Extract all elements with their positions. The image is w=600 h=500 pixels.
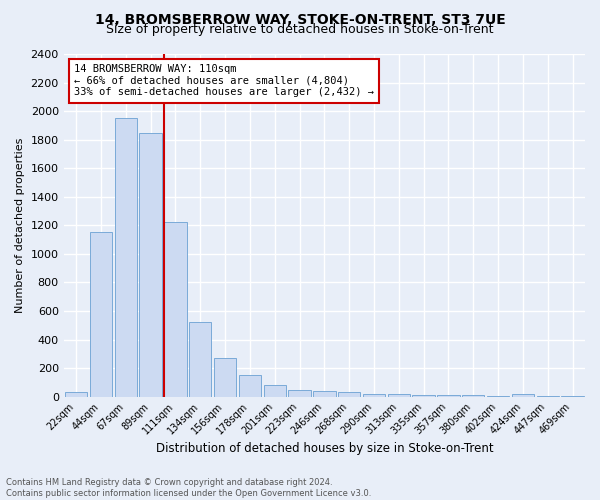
- Bar: [90, 232, 112, 396]
- Bar: [512, 394, 534, 396]
- Text: 14 BROMSBERROW WAY: 110sqm
← 66% of detached houses are smaller (4,804)
33% of s: 14 BROMSBERROW WAY: 110sqm ← 66% of deta…: [74, 64, 374, 98]
- Bar: [164, 222, 187, 396]
- Bar: [263, 384, 286, 396]
- Bar: [412, 394, 435, 396]
- Bar: [115, 118, 137, 396]
- Text: Contains HM Land Registry data © Crown copyright and database right 2024.
Contai: Contains HM Land Registry data © Crown c…: [6, 478, 371, 498]
- Bar: [388, 394, 410, 396]
- Bar: [338, 392, 361, 396]
- Bar: [289, 390, 311, 396]
- Bar: [363, 394, 385, 396]
- Text: 14, BROMSBERROW WAY, STOKE-ON-TRENT, ST3 7UE: 14, BROMSBERROW WAY, STOKE-ON-TRENT, ST3…: [95, 12, 505, 26]
- Y-axis label: Number of detached properties: Number of detached properties: [15, 138, 25, 313]
- Bar: [65, 392, 87, 396]
- Bar: [313, 391, 335, 396]
- X-axis label: Distribution of detached houses by size in Stoke-on-Trent: Distribution of detached houses by size …: [155, 442, 493, 455]
- Bar: [437, 395, 460, 396]
- Bar: [139, 132, 162, 396]
- Text: Size of property relative to detached houses in Stoke-on-Trent: Size of property relative to detached ho…: [106, 22, 494, 36]
- Bar: [214, 358, 236, 397]
- Bar: [239, 374, 261, 396]
- Bar: [462, 395, 484, 396]
- Bar: [189, 322, 211, 396]
